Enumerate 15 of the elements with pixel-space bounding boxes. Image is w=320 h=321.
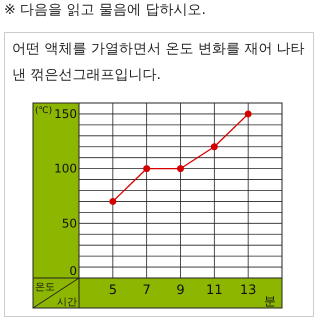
x-tick-label: 7 [142,283,151,298]
y-tick-label: 100 [54,162,77,176]
text: 온도 [35,282,55,293]
y-axis-title: (℃) [35,106,52,116]
chart-title: ※ 다음을 읽고 물음에 답하시오. [4,1,206,19]
y-tick-label: 150 [54,106,77,121]
x-tick-label: 13 [240,283,256,298]
text: 시간 [57,297,77,308]
y-tick-label: 0 [69,264,77,278]
x-tick-label: 5 [108,283,117,298]
x-axis-title: 분 [264,294,276,308]
chart-subtitle: 어떤 액체를 가열하면서 온도 변화를 재어 나타낸 꺾은선그래프입니다. [12,40,306,85]
y-tick-label: 50 [62,216,77,230]
x-tick-label: 11 [206,283,223,298]
x-tick-label: 9 [176,283,185,298]
